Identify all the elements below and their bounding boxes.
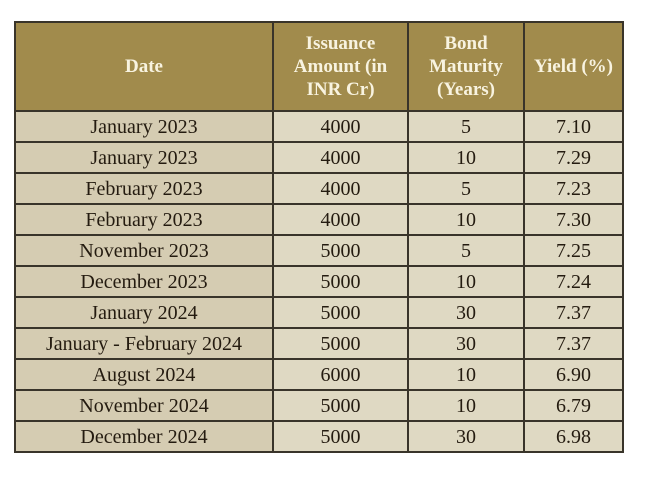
cell-yield: 6.79 (523, 389, 624, 422)
table-row: January 2023 4000 10 7.29 (14, 141, 624, 174)
cell-maturity: 30 (407, 420, 525, 453)
cell-date: February 2023 (14, 172, 274, 205)
cell-amount: 4000 (272, 172, 409, 205)
table-header: Date Issuance Amount (in INR Cr) Bond Ma… (14, 21, 624, 112)
cell-yield: 7.30 (523, 203, 624, 236)
cell-date: January 2023 (14, 110, 274, 143)
cell-amount: 5000 (272, 420, 409, 453)
cell-date: January 2023 (14, 141, 274, 174)
cell-yield: 7.23 (523, 172, 624, 205)
cell-date: November 2024 (14, 389, 274, 422)
cell-yield: 6.98 (523, 420, 624, 453)
cell-maturity: 10 (407, 203, 525, 236)
cell-yield: 7.24 (523, 265, 624, 298)
table-row: November 2023 5000 5 7.25 (14, 234, 624, 267)
cell-amount: 5000 (272, 234, 409, 267)
cell-date: November 2023 (14, 234, 274, 267)
cell-date: February 2023 (14, 203, 274, 236)
cell-yield: 7.37 (523, 327, 624, 360)
cell-maturity: 10 (407, 358, 525, 391)
cell-maturity: 10 (407, 141, 525, 174)
cell-amount: 5000 (272, 327, 409, 360)
bond-issuance-table-container: Date Issuance Amount (in INR Cr) Bond Ma… (14, 21, 624, 453)
table-row: February 2023 4000 5 7.23 (14, 172, 624, 205)
cell-maturity: 10 (407, 265, 525, 298)
table-row: January 2023 4000 5 7.10 (14, 110, 624, 143)
cell-amount: 4000 (272, 141, 409, 174)
cell-date: August 2024 (14, 358, 274, 391)
cell-yield: 7.29 (523, 141, 624, 174)
cell-maturity: 30 (407, 296, 525, 329)
cell-maturity: 5 (407, 234, 525, 267)
cell-amount: 4000 (272, 110, 409, 143)
cell-amount: 5000 (272, 265, 409, 298)
table-row: February 2023 4000 10 7.30 (14, 203, 624, 236)
table-row: January 2024 5000 30 7.37 (14, 296, 624, 329)
cell-maturity: 5 (407, 110, 525, 143)
table-row: November 2024 5000 10 6.79 (14, 389, 624, 422)
table-row: August 2024 6000 10 6.90 (14, 358, 624, 391)
table-row: December 2024 5000 30 6.98 (14, 420, 624, 453)
table-body: January 2023 4000 5 7.10 January 2023 40… (14, 110, 624, 453)
cell-amount: 5000 (272, 296, 409, 329)
cell-yield: 7.37 (523, 296, 624, 329)
cell-yield: 6.90 (523, 358, 624, 391)
cell-date: December 2023 (14, 265, 274, 298)
cell-date: January 2024 (14, 296, 274, 329)
column-header-yield: Yield (%) (523, 21, 624, 112)
table-row: December 2023 5000 10 7.24 (14, 265, 624, 298)
column-header-maturity: Bond Maturity (Years) (407, 21, 525, 112)
column-header-amount: Issuance Amount (in INR Cr) (272, 21, 409, 112)
table-row: January - February 2024 5000 30 7.37 (14, 327, 624, 360)
cell-date: December 2024 (14, 420, 274, 453)
bond-issuance-table: Date Issuance Amount (in INR Cr) Bond Ma… (14, 21, 624, 453)
cell-date: January - February 2024 (14, 327, 274, 360)
header-row: Date Issuance Amount (in INR Cr) Bond Ma… (14, 21, 624, 112)
cell-amount: 6000 (272, 358, 409, 391)
cell-maturity: 30 (407, 327, 525, 360)
cell-amount: 5000 (272, 389, 409, 422)
column-header-date: Date (14, 21, 274, 112)
cell-maturity: 10 (407, 389, 525, 422)
cell-yield: 7.10 (523, 110, 624, 143)
cell-amount: 4000 (272, 203, 409, 236)
cell-yield: 7.25 (523, 234, 624, 267)
cell-maturity: 5 (407, 172, 525, 205)
